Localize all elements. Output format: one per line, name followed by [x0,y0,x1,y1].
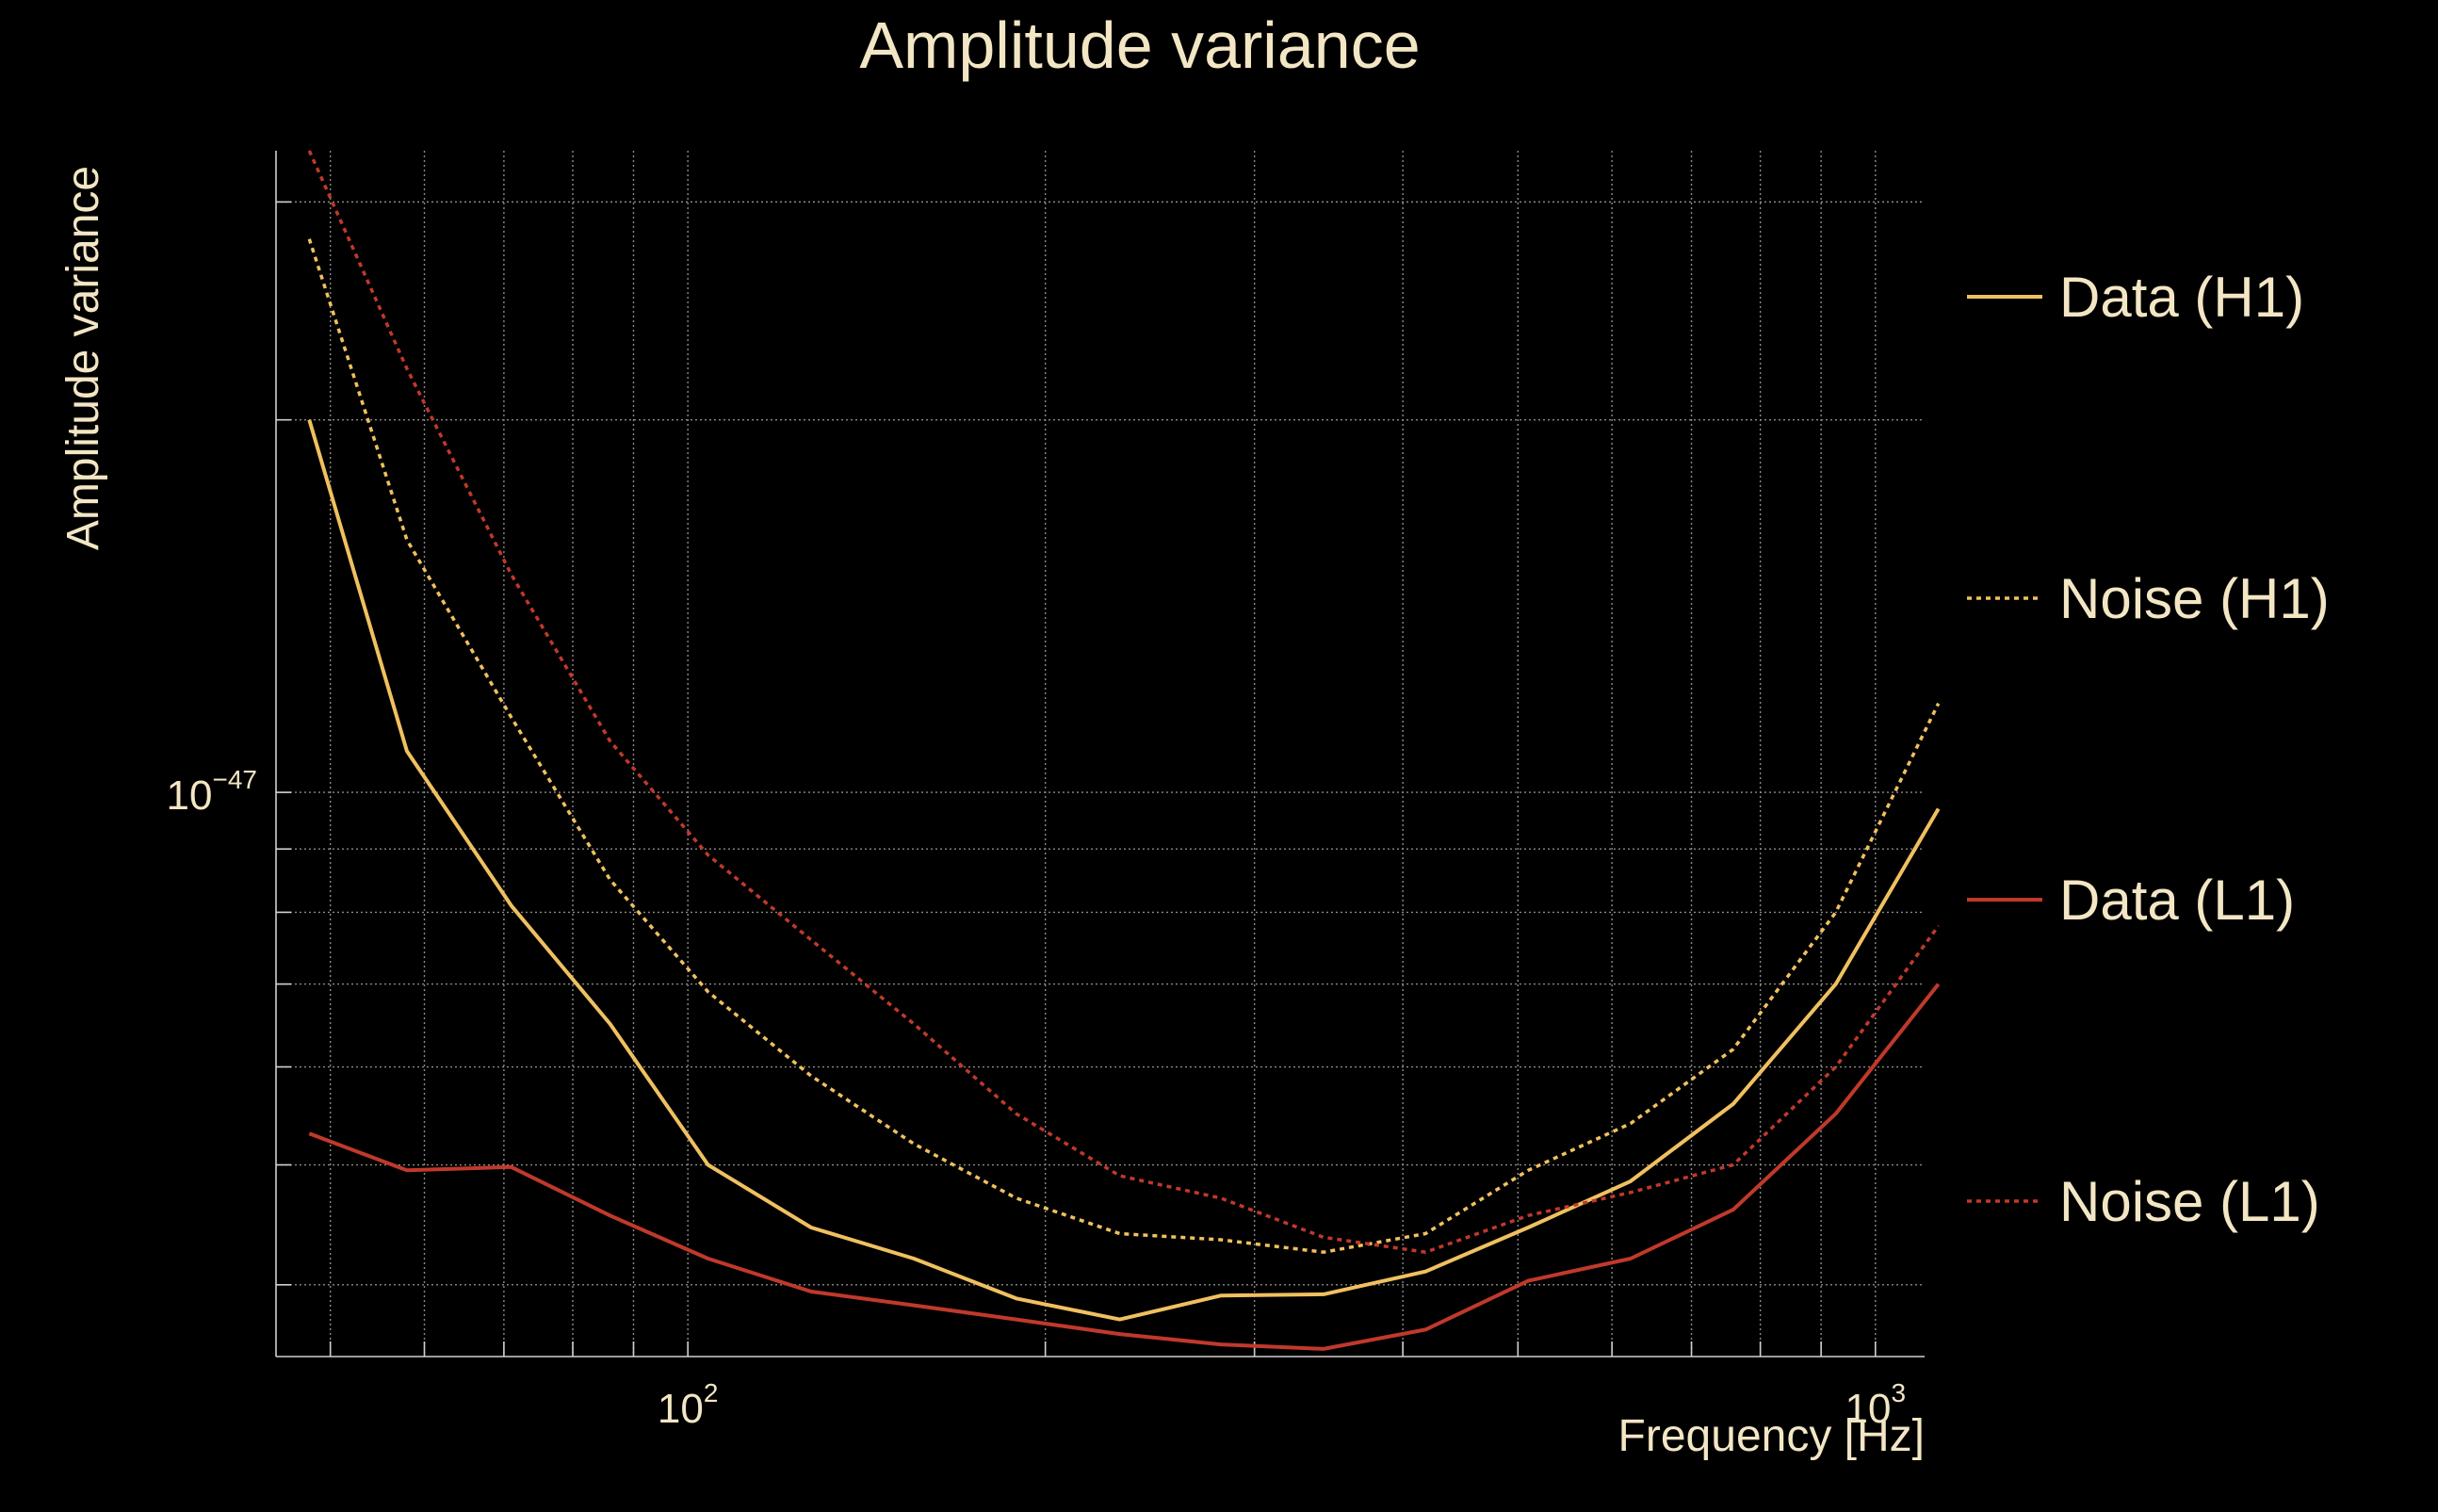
x-axis-label: Frequency [Hz] [1618,1411,1925,1461]
legend-label: Noise (H1) [2059,567,2330,630]
legend-label: Data (H1) [2059,266,2304,329]
legend-label: Data (L1) [2059,869,2295,932]
legend-label: Noise (L1) [2059,1170,2320,1233]
chart-title: Amplitude variance [859,8,1420,82]
series-line-noise-h1 [307,238,1941,1254]
grid-layer [276,151,1925,1357]
x-tick-label: 102 [658,1378,719,1432]
axes-layer: 102 103 10−47 [167,151,1925,1432]
legend: Data (H1) Noise (H1) Data (L1) Noise (L1) [1967,266,2330,1233]
series-line-data-l1 [308,983,1941,1351]
series-line-noise-l1 [307,150,1941,1254]
x-tick-label: 103 [1845,1378,1907,1432]
y-tick-label: 10−47 [167,765,257,819]
series-line-data-h1 [307,419,1941,1322]
series-layer [307,150,1941,1351]
y-axis-label: Amplitude variance [58,166,108,550]
